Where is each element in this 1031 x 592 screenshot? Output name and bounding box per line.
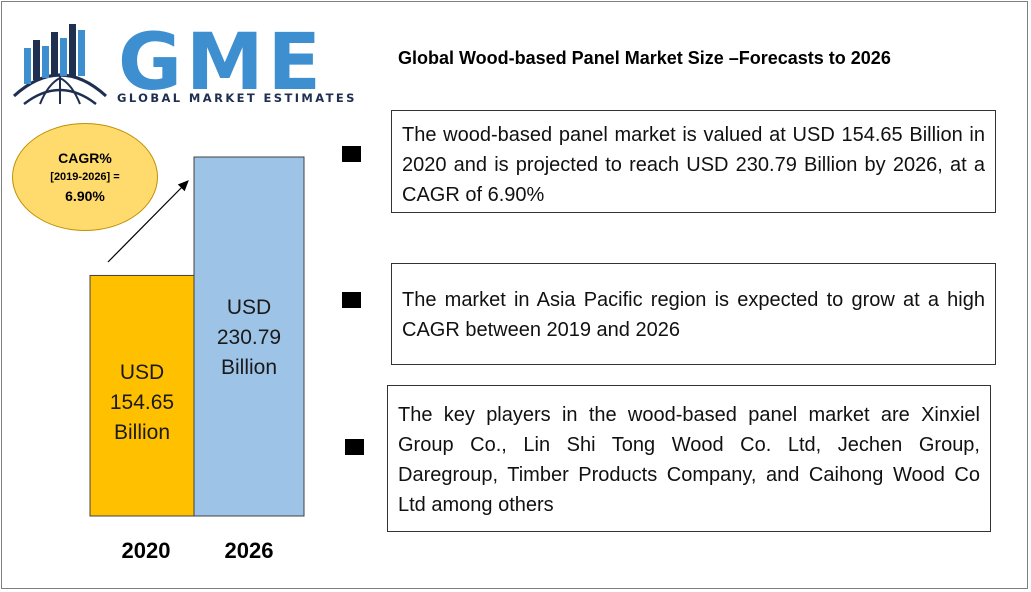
x-tick-label: 2020	[122, 538, 171, 563]
globe-with-bars-icon	[12, 24, 108, 105]
point-market-value: The wood-based panel market is valued at…	[391, 110, 996, 213]
cagr-text: CAGR% [2019-2026] = 6.90%	[12, 148, 158, 206]
logo-wordmark: GME	[118, 18, 325, 108]
cagr-badge	[12, 123, 158, 231]
bar-2026	[193, 156, 305, 517]
cagr-label: CAGR%	[58, 150, 112, 166]
square-bullet-icon	[342, 146, 361, 162]
x-tick-label: 2026	[225, 538, 274, 563]
bar-value-label: 230.79	[217, 326, 281, 349]
square-bullet-icon	[342, 292, 361, 308]
bar-value-label: USD	[120, 361, 164, 384]
square-bullet-icon	[345, 439, 364, 455]
gme-logo: GME GLOBAL MARKET ESTIMATES	[10, 18, 354, 110]
bar-value-label: 154.65	[110, 391, 174, 414]
cagr-value: 6.90%	[65, 188, 105, 204]
page-title: Global Wood-based Panel Market Size –For…	[398, 48, 891, 68]
bar-value-label: USD	[227, 296, 271, 319]
bar-value-label: Billion	[114, 421, 170, 444]
logo-tagline: GLOBAL MARKET ESTIMATES	[117, 91, 357, 105]
bar-value-label: Billion	[221, 356, 277, 379]
point-key-players: The key players in the wood-based panel …	[387, 385, 991, 532]
growth-arrow	[107, 180, 189, 263]
cagr-period: [2019-2026] =	[50, 171, 120, 183]
point-asia-pacific: The market in Asia Pacific region is exp…	[391, 263, 996, 365]
